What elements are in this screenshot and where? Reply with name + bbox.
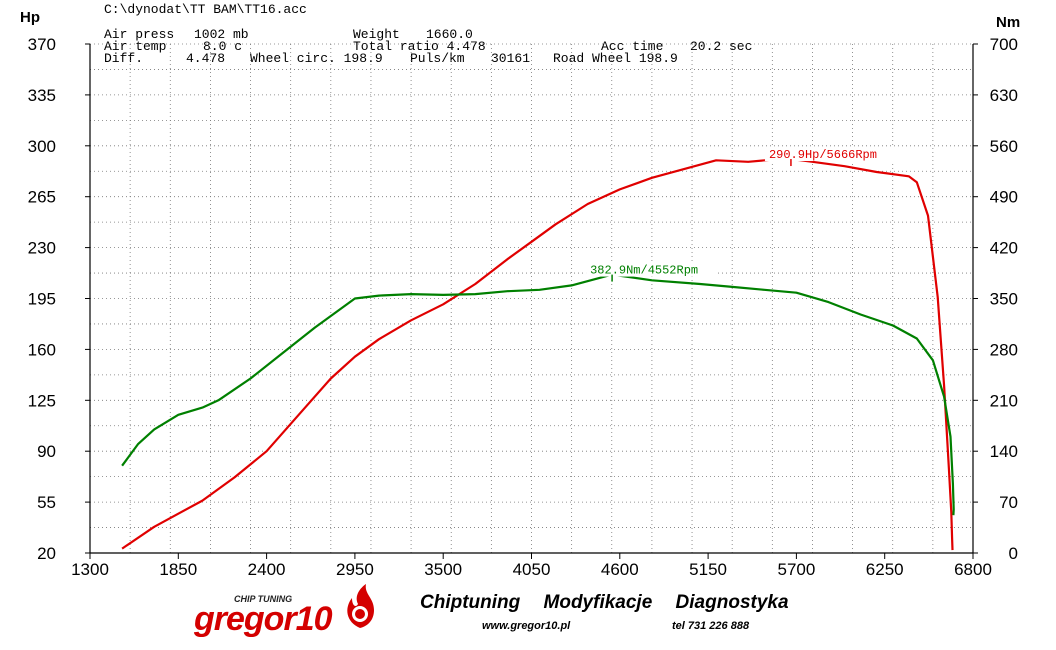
left-tick-label: 125 (28, 391, 56, 410)
tagline: Chiptuning Modyfikacje Diagnostyka (420, 592, 789, 613)
series-line-nm (121, 273, 955, 516)
air-press-label: Air press (104, 27, 174, 42)
right-tick-label: 420 (990, 239, 1018, 258)
x-tick-label: 4050 (513, 560, 551, 578)
series-lines (121, 157, 955, 551)
acc-time-label: Acc time (601, 39, 663, 54)
total-ratio: Total ratio 4.478 (353, 39, 486, 54)
right-axis-title: Nm (996, 14, 1020, 31)
weight-label: Weight (353, 27, 400, 42)
axes (85, 43, 978, 559)
x-tick-label: 4600 (601, 560, 639, 578)
x-tick-label: 1850 (159, 560, 197, 578)
right-tick-label: 560 (990, 137, 1018, 156)
x-tick-label: 1300 (71, 560, 109, 578)
annotations: 290.9Hp/5666Rpm 382.9Nm/4552Rpm (586, 147, 895, 282)
left-axis-title: Hp (20, 9, 40, 26)
annotation-bg (764, 147, 895, 162)
tick-labels: 1300 1850 2400 2950 3500 4050 4600 5150 5700 6250… (28, 35, 1018, 578)
left-tick-label: 90 (37, 442, 56, 461)
road-wheel: Road Wheel 198.9 (553, 51, 678, 66)
puls-label: Puls/km (410, 51, 465, 66)
dyno-chart: C:\dynodat\TT BAM\TT16.acc Air press 100… (20, 2, 1020, 578)
left-tick-label: 160 (28, 340, 56, 359)
left-tick-label: 335 (28, 86, 56, 105)
flame-icon (347, 584, 374, 628)
annotation-bg (586, 262, 717, 277)
right-tick-label: 630 (990, 86, 1018, 105)
left-tick-label: 230 (28, 239, 56, 258)
air-press-value: 1002 mb (194, 27, 249, 42)
logo-text: gregor10 (194, 600, 332, 638)
left-tick-label: 370 (28, 35, 56, 54)
x-tick-label: 6250 (866, 560, 904, 578)
annotation-label: 290.9Hp/5666Rpm (769, 148, 877, 162)
x-tick-label: 5150 (689, 560, 727, 578)
left-tick-label: 20 (37, 544, 56, 563)
x-tick-label: 6800 (954, 560, 992, 578)
acc-time-value: 20.2 sec (690, 39, 752, 54)
diff-label: Diff. (104, 51, 143, 66)
x-tick-label: 3500 (424, 560, 462, 578)
right-tick-label: 210 (990, 391, 1018, 410)
logo-subtext: CHIP TUNING (234, 594, 293, 604)
right-tick-label: 490 (990, 188, 1018, 207)
x-tick-label: 5700 (777, 560, 815, 578)
phone-number: tel 731 226 888 (672, 620, 750, 632)
diff-value: 4.478 (186, 51, 225, 66)
right-tick-label: 140 (990, 442, 1018, 461)
file-path: C:\dynodat\TT BAM\TT16.acc (104, 2, 307, 17)
right-tick-label: 70 (999, 493, 1018, 512)
right-tick-label: 700 (990, 35, 1018, 54)
left-tick-label: 265 (28, 188, 56, 207)
x-tick-label: 2400 (248, 560, 286, 578)
puls-value: 30161 (491, 51, 530, 66)
website-link[interactable]: www.gregor10.pl (482, 620, 571, 632)
wheel-circ: Wheel circ. 198.9 (250, 51, 383, 66)
right-tick-label: 350 (990, 290, 1018, 309)
air-temp-value: 8.0 c (203, 39, 242, 54)
air-temp-label: Air temp (104, 39, 166, 54)
annotation-label: 382.9Nm/4552Rpm (590, 264, 698, 278)
gregor10-logo: CHIP TUNING gregor10 (190, 578, 390, 644)
left-tick-label: 300 (28, 137, 56, 156)
right-tick-label: 280 (990, 340, 1018, 359)
left-tick-label: 55 (37, 493, 56, 512)
series-line-hp (121, 157, 954, 551)
weight-value: 1660.0 (426, 27, 473, 42)
x-tick-label: 2950 (336, 560, 374, 578)
grid (90, 43, 974, 553)
left-tick-label: 195 (28, 290, 56, 309)
right-tick-label: 0 (1009, 544, 1018, 563)
